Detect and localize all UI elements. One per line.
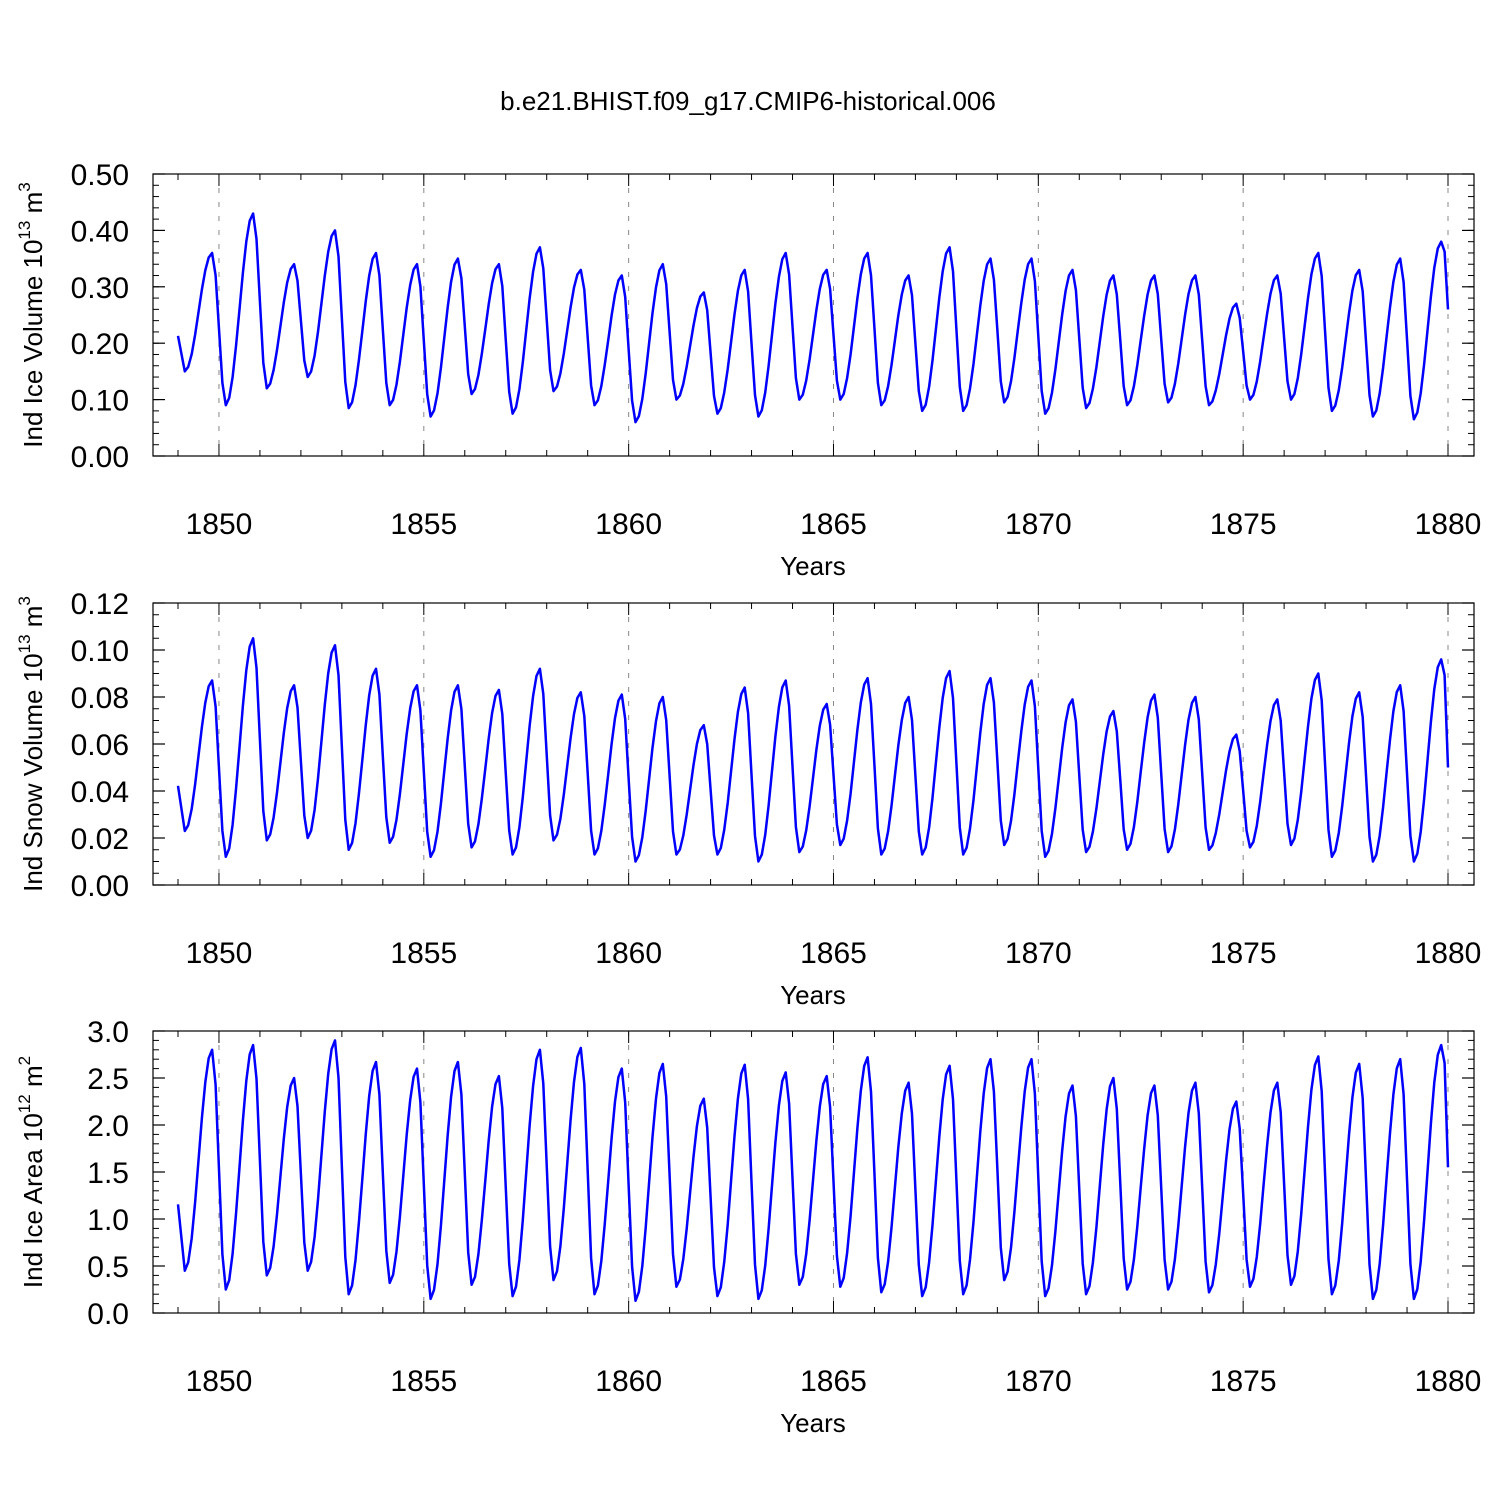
x-tick-label: 1880: [1415, 1365, 1482, 1398]
y-tick-label: 2.5: [87, 1063, 129, 1096]
y-axis-label-exp: 12: [15, 1094, 34, 1113]
x-tick-label: 1865: [800, 508, 867, 541]
y-tick-label: 0.08: [71, 682, 129, 715]
y-axis-label-unit-exp: 2: [15, 1056, 34, 1065]
y-axis-label-unit: m: [18, 192, 48, 221]
series-line-snow-volume: [176, 637, 1450, 863]
x-tick-label: 1875: [1210, 1365, 1277, 1398]
y-axis-label-main: Ind Ice Area 10: [18, 1113, 48, 1288]
y-tick-label: 2.0: [87, 1110, 129, 1143]
x-axis-label: Years: [780, 551, 846, 581]
y-axis-label: Ind Ice Volume 1013 m3: [15, 182, 48, 447]
x-tick-label: 1875: [1210, 508, 1277, 541]
y-tick-label: 0.20: [71, 328, 129, 361]
x-tick-label: 1860: [595, 508, 662, 541]
y-tick-label: 0.00: [71, 870, 129, 903]
y-tick-label: 0.10: [71, 635, 129, 668]
x-axis-label: Years: [780, 980, 846, 1010]
series-line-ice-volume: [176, 212, 1450, 424]
y-tick-label: 0.5: [87, 1251, 129, 1284]
y-tick-label: 0.12: [71, 588, 129, 621]
y-tick-label: 0.40: [71, 215, 129, 248]
y-tick-label: 0.50: [71, 159, 129, 192]
y-axis-label-main: Ind Ice Volume 10: [18, 240, 48, 448]
y-tick-label: 3.0: [87, 1016, 129, 1049]
x-tick-label: 1875: [1210, 937, 1277, 970]
panel-ice-volume: 0.00 0.10 0.20 0.30 0.40 0.50 1850 1855 1860 1865…: [15, 159, 1481, 581]
y-tick-label: 0.10: [71, 385, 129, 418]
x-tick-label: 1865: [800, 1365, 867, 1398]
x-tick-label: 1865: [800, 937, 867, 970]
y-tick-label: 0.30: [71, 272, 129, 305]
y-axis-label-main: Ind Snow Volume 10: [18, 653, 48, 892]
panel-ice-area: 0.0 0.5 1.0 1.5 2.0 2.5 3.0 1850 1855 1860 1865 187…: [15, 1016, 1481, 1438]
y-tick-label: 0.06: [71, 729, 129, 762]
y-axis-label-unit-exp: 3: [15, 596, 34, 605]
y-tick-label: 1.5: [87, 1157, 129, 1190]
x-tick-label: 1860: [595, 937, 662, 970]
panel-snow-volume: 0.00 0.02 0.04 0.06 0.08 0.10 0.12 1850 1855 1860…: [15, 588, 1481, 1010]
x-tick-label: 1850: [186, 1365, 253, 1398]
x-tick-label: 1880: [1415, 937, 1482, 970]
x-tick-label: 1870: [1005, 1365, 1072, 1398]
x-tick-label: 1855: [390, 508, 457, 541]
y-axis-label: Ind Ice Area 1012 m2: [15, 1056, 48, 1288]
x-tick-label: 1855: [390, 937, 457, 970]
main-title: b.e21.BHIST.f09_g17.CMIP6-historical.006: [500, 86, 996, 116]
x-tick-label: 1855: [390, 1365, 457, 1398]
x-tick-label: 1860: [595, 1365, 662, 1398]
y-axis-label-exp: 13: [15, 221, 34, 240]
x-axis-label: Years: [780, 1408, 846, 1438]
plot-frame: [152, 173, 1475, 457]
x-tick-label: 1850: [186, 937, 253, 970]
y-tick-label: 0.02: [71, 823, 129, 856]
x-tick-label: 1880: [1415, 508, 1482, 541]
y-tick-label: 1.0: [87, 1204, 129, 1237]
series-line-ice-area: [176, 1039, 1450, 1303]
x-tick-label: 1850: [186, 508, 253, 541]
y-axis-label: Ind Snow Volume 1013 m3: [15, 596, 48, 892]
x-tick-label: 1870: [1005, 937, 1072, 970]
y-axis-label-unit: m: [18, 606, 48, 635]
y-axis-label-unit: m: [18, 1065, 48, 1094]
y-axis-label-unit-exp: 3: [15, 182, 34, 191]
x-tick-label: 1870: [1005, 508, 1072, 541]
y-tick-label: 0.00: [71, 441, 129, 474]
y-tick-label: 0.04: [71, 776, 129, 809]
y-axis-label-exp: 13: [15, 634, 34, 653]
y-tick-label: 0.0: [87, 1298, 129, 1331]
